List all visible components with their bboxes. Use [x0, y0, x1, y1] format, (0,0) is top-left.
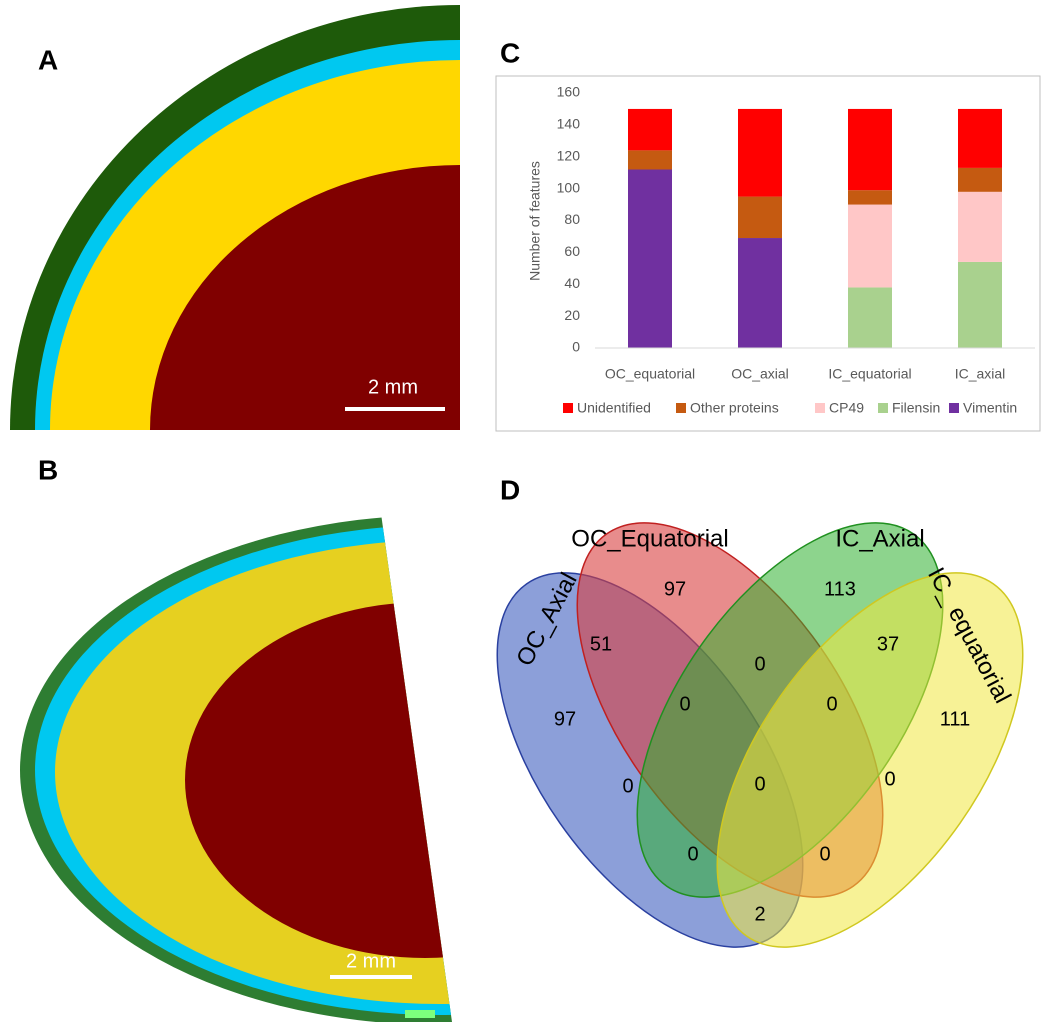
bar-segment	[958, 167, 1002, 192]
x-tick-label: IC_equatorial	[828, 366, 911, 382]
region-count: 97	[664, 578, 686, 600]
bar-segment	[848, 287, 892, 348]
bar-segment	[848, 108, 892, 191]
bar-segment	[848, 190, 892, 205]
legend-swatch	[563, 403, 573, 413]
legend-swatch	[949, 403, 959, 413]
x-tick-label: IC_axial	[955, 366, 1006, 382]
panel-letter: B	[38, 454, 58, 485]
region-count: 111	[940, 708, 970, 730]
bar-segment	[738, 196, 782, 239]
y-tick-label: 80	[564, 211, 580, 227]
bar-segment	[738, 108, 782, 197]
legend-label: Filensin	[892, 400, 940, 416]
legend-label: Unidentified	[577, 400, 651, 416]
y-tick-label: 20	[564, 307, 580, 323]
region-count: 37	[877, 633, 899, 655]
region-count: 0	[679, 693, 690, 715]
bar-segment	[848, 204, 892, 288]
legend-label: Vimentin	[963, 400, 1017, 416]
y-tick-label: 0	[572, 339, 580, 355]
venn-diagram	[496, 522, 1024, 948]
legend-swatch	[815, 403, 825, 413]
panel-letter: D	[500, 474, 520, 505]
y-tick-label: 40	[564, 275, 580, 291]
y-tick-label: 100	[557, 179, 581, 195]
region-count: 0	[819, 843, 830, 865]
y-axis-label: Number of features	[527, 161, 543, 281]
region-count: 0	[884, 768, 895, 790]
legend-swatch	[878, 403, 888, 413]
bar-segment	[738, 238, 782, 348]
bar-segment	[628, 150, 672, 170]
region-count: 0	[826, 693, 837, 715]
scale-bar-label: 2 mm	[368, 376, 418, 398]
bar-segment	[958, 108, 1002, 168]
x-tick-label: OC_equatorial	[605, 366, 695, 382]
bar-segment	[958, 261, 1002, 348]
legend-label: CP49	[829, 400, 864, 416]
x-tick-label: OC_axial	[731, 366, 789, 382]
region-count: 113	[824, 578, 856, 600]
region-count: 97	[554, 708, 576, 730]
region-count: 0	[754, 773, 765, 795]
y-tick-label: 140	[557, 116, 581, 132]
set-label: OC_Equatorial	[571, 525, 728, 552]
region-count: 0	[622, 775, 633, 797]
scale-bar-label: 2 mm	[346, 950, 396, 972]
region-count: 2	[754, 903, 765, 925]
panel-letter: C	[500, 37, 520, 68]
panel-letter: A	[38, 44, 58, 75]
chart: 0 20 40 60 80 100 120 140 160 OC_equatorial OC_axi…	[557, 84, 1035, 416]
region-count: 0	[754, 653, 765, 675]
y-tick-label: 120	[557, 147, 581, 163]
legend-swatch	[676, 403, 686, 413]
y-tick-label: 60	[564, 243, 580, 259]
y-tick-label: 160	[557, 84, 581, 100]
panel-a-image	[10, 5, 460, 430]
bar-segment	[628, 108, 672, 151]
region-count: 0	[687, 843, 698, 865]
bar-segment	[958, 191, 1002, 262]
legend-label: Other proteins	[690, 400, 779, 416]
bar-segment	[628, 169, 672, 348]
region-count: 51	[590, 633, 612, 655]
set-label: IC_Axial	[835, 525, 924, 552]
